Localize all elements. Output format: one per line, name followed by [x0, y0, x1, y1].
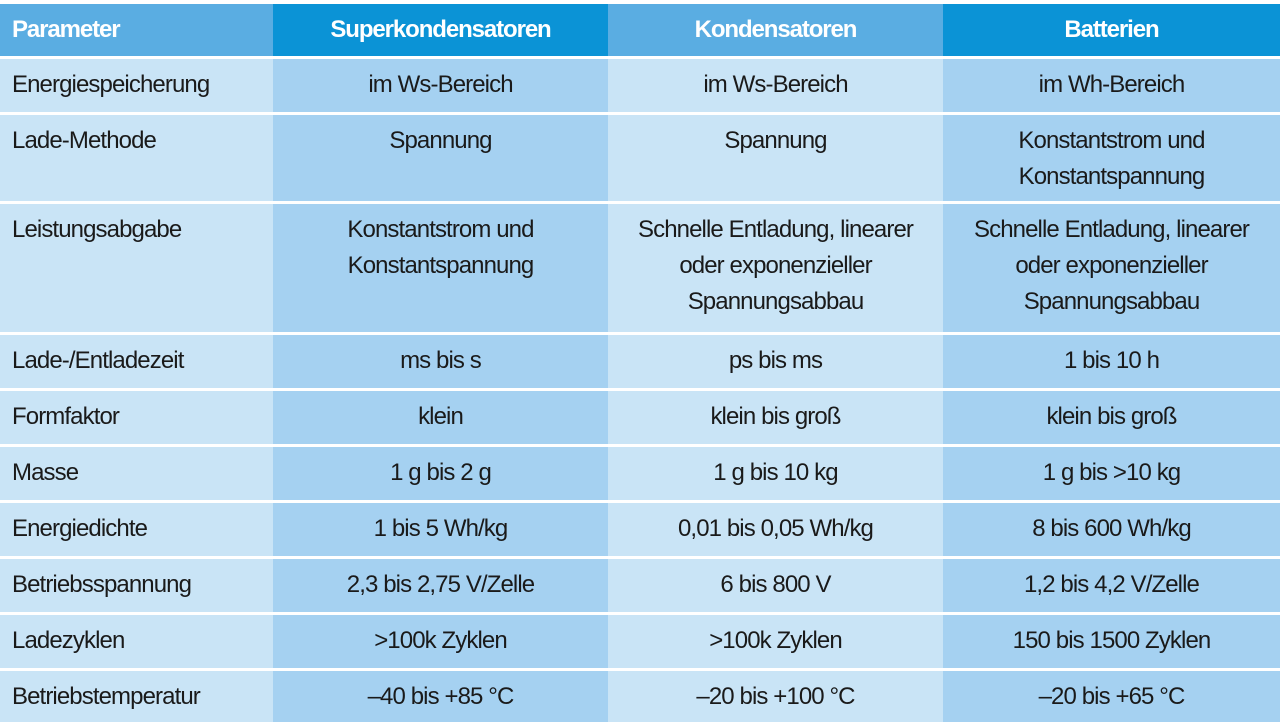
- value-cell: im Wh-Bereich: [943, 59, 1280, 112]
- value-line: Konstantstrom und: [347, 216, 534, 243]
- value-line: oder exponenzieller: [679, 252, 872, 279]
- value-line: 1 bis 10 h: [1063, 347, 1160, 374]
- parameter-cell: Energiespeicherung: [0, 59, 273, 112]
- value-line: 150 bis 1500 Zyklen: [1012, 627, 1212, 654]
- value-cell: 2,3 bis 2,75 V/Zelle: [273, 559, 608, 612]
- value-line: ms bis s: [400, 347, 482, 374]
- value-line: Schnelle Entladung, linearer: [638, 216, 914, 243]
- value-line: Konstantspannung: [347, 252, 535, 279]
- value-line: ps bis ms: [728, 347, 823, 374]
- value-cell: klein bis groß: [943, 391, 1280, 444]
- value-cell: klein: [273, 391, 608, 444]
- value-line: 1 g bis 2 g: [390, 459, 492, 486]
- value-line: im Ws-Bereich: [368, 71, 513, 98]
- value-line: Konstantstrom und: [1018, 127, 1205, 154]
- value-cell: Konstantstrom und Konstantspannung: [943, 115, 1280, 201]
- value-line: im Ws-Bereich: [703, 71, 848, 98]
- value-line: im Wh-Bereich: [1038, 71, 1186, 98]
- value-cell: 150 bis 1500 Zyklen: [943, 615, 1280, 668]
- comparison-table: Parameter Superkondensatoren Kondensatoren…: [0, 4, 1280, 722]
- value-line: Spannung: [389, 127, 492, 154]
- value-cell: >100k Zyklen: [273, 615, 608, 668]
- value-cell: 0,01 bis 0,05 Wh/kg: [608, 503, 943, 556]
- value-cell: Spannung: [608, 115, 943, 201]
- column-header: Parameter: [0, 4, 273, 56]
- column-header: Superkondensatoren: [273, 4, 608, 56]
- column-header: Batterien: [943, 4, 1280, 56]
- value-cell: ms bis s: [273, 335, 608, 388]
- parameter-cell: Betriebsspannung: [0, 559, 273, 612]
- value-line: >100k Zyklen: [709, 627, 843, 654]
- value-line: Spannungsabbau: [1023, 288, 1200, 315]
- parameter-cell: Masse: [0, 447, 273, 500]
- value-line: Konstantspannung: [1018, 163, 1206, 190]
- value-line: 0,01 bis 0,05 Wh/kg: [677, 515, 874, 542]
- value-cell: 8 bis 600 Wh/kg: [943, 503, 1280, 556]
- value-cell: im Ws-Bereich: [273, 59, 608, 112]
- value-cell: ps bis ms: [608, 335, 943, 388]
- value-line: 1 g bis 10 kg: [713, 459, 838, 486]
- value-line: 1,2 bis 4,2 V/Zelle: [1023, 571, 1200, 598]
- value-line: Schnelle Entladung, linearer: [974, 216, 1250, 243]
- value-cell: Konstantstrom und Konstantspannung: [273, 204, 608, 332]
- value-cell: 1 g bis 2 g: [273, 447, 608, 500]
- parameter-cell: Formfaktor: [0, 391, 273, 444]
- value-line: 1 bis 5 Wh/kg: [373, 515, 509, 542]
- value-line: klein: [418, 403, 464, 430]
- value-cell: Schnelle Entladung, linearer oder exponen…: [943, 204, 1280, 332]
- value-line: Spannungsabbau: [687, 288, 864, 315]
- value-cell: 1,2 bis 4,2 V/Zelle: [943, 559, 1280, 612]
- value-line: –20 bis +65 °C: [1038, 683, 1186, 710]
- value-cell: 1 g bis 10 kg: [608, 447, 943, 500]
- value-cell: Spannung: [273, 115, 608, 201]
- value-cell: >100k Zyklen: [608, 615, 943, 668]
- parameter-cell: Energiedichte: [0, 503, 273, 556]
- value-cell: Schnelle Entladung, linearer oder exponen…: [608, 204, 943, 332]
- value-cell: –20 bis +100 °C: [608, 671, 943, 722]
- value-line: oder exponenzieller: [1015, 252, 1208, 279]
- value-cell: –20 bis +65 °C: [943, 671, 1280, 722]
- value-cell: klein bis groß: [608, 391, 943, 444]
- value-line: 2,3 bis 2,75 V/Zelle: [346, 571, 535, 598]
- value-line: >100k Zyklen: [374, 627, 508, 654]
- value-cell: im Ws-Bereich: [608, 59, 943, 112]
- value-line: 6 bis 800 V: [720, 571, 831, 598]
- value-cell: –40 bis +85 °C: [273, 671, 608, 722]
- value-cell: 1 bis 5 Wh/kg: [273, 503, 608, 556]
- value-line: klein bis groß: [1046, 403, 1177, 430]
- parameter-cell: Leistungsabgabe: [0, 204, 273, 332]
- value-line: klein bis groß: [710, 403, 841, 430]
- parameter-cell: Lade-Methode: [0, 115, 273, 201]
- value-line: 1 g bis >10 kg: [1042, 459, 1181, 486]
- value-line: 8 bis 600 Wh/kg: [1032, 515, 1191, 542]
- value-cell: 6 bis 800 V: [608, 559, 943, 612]
- value-line: –20 bis +100 °C: [696, 683, 855, 710]
- parameter-cell: Lade-/Entladezeit: [0, 335, 273, 388]
- parameter-cell: Betriebstemperatur: [0, 671, 273, 722]
- value-cell: 1 g bis >10 kg: [943, 447, 1280, 500]
- value-line: –40 bis +85 °C: [367, 683, 515, 710]
- value-line: Spannung: [724, 127, 827, 154]
- parameter-cell: Ladezyklen: [0, 615, 273, 668]
- value-cell: 1 bis 10 h: [943, 335, 1280, 388]
- column-header: Kondensatoren: [608, 4, 943, 56]
